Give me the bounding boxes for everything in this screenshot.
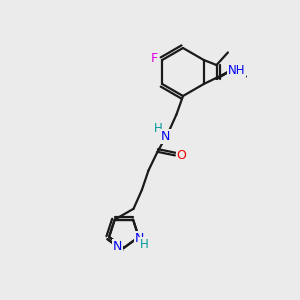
Text: H: H — [140, 238, 149, 251]
Text: N: N — [112, 240, 122, 253]
Text: O: O — [177, 148, 186, 162]
Text: N: N — [135, 232, 145, 245]
Text: F: F — [150, 52, 158, 65]
Text: NH: NH — [228, 64, 245, 77]
Text: H: H — [154, 122, 163, 135]
Text: N: N — [161, 130, 170, 143]
